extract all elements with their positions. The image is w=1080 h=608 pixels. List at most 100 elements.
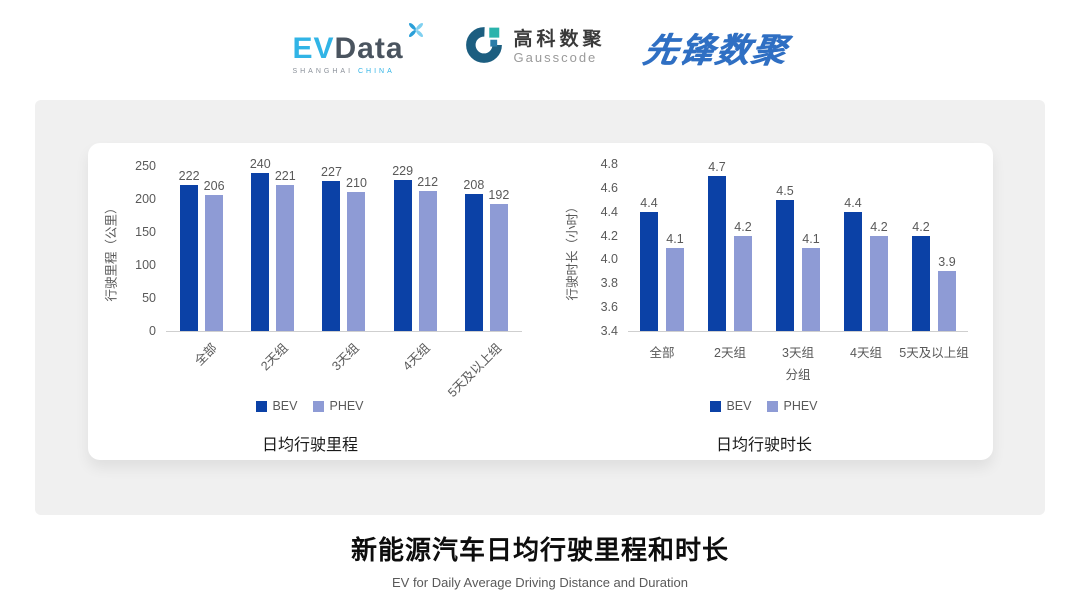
x-tick-label: 5天及以上组 bbox=[899, 346, 969, 360]
bar: 222 bbox=[179, 169, 200, 331]
gausscode-logo: 高科数聚 Gausscode bbox=[464, 25, 606, 70]
bar-value-label: 208 bbox=[463, 177, 485, 192]
y-tick-label: 3.6 bbox=[600, 300, 618, 315]
evdata-tagline-shanghai: SHANGHAI bbox=[292, 68, 354, 75]
bar-value-label: 212 bbox=[417, 175, 439, 190]
evdata-logo: EV Data SHANGHAI CHINA bbox=[292, 20, 425, 75]
bar: 210 bbox=[346, 176, 367, 331]
bar-group: 227 210 bbox=[308, 165, 379, 331]
bar-value-label: 222 bbox=[178, 168, 200, 183]
y-tick-label: 4.0 bbox=[600, 252, 618, 267]
bar-value-label: 4.7 bbox=[708, 159, 726, 174]
bar-value-label: 4.1 bbox=[666, 231, 684, 246]
legend-item: BEV bbox=[256, 399, 297, 413]
x-tick-label: 5天及以上组 bbox=[445, 340, 505, 400]
y-tick-label: 0 bbox=[149, 324, 156, 338]
gausscode-g-icon bbox=[464, 25, 504, 70]
x-tick-label: 3天组 bbox=[329, 340, 362, 374]
y-tick-label: 3.8 bbox=[600, 276, 618, 291]
legend-label: BEV bbox=[726, 399, 752, 413]
evdata-tagline: SHANGHAI CHINA bbox=[292, 68, 425, 75]
bar: 4.4 bbox=[844, 196, 862, 331]
legend-item: PHEV bbox=[313, 399, 364, 413]
distance-chart: 行驶里程（公里） 250 200 150 100 50 0 222 206 240 221 227 21… bbox=[98, 153, 553, 454]
legend-swatch bbox=[710, 400, 722, 412]
x-tick-label: 2天组 bbox=[714, 346, 746, 360]
y-axis-label: 行驶里程（公里） bbox=[104, 201, 119, 302]
chart-panel: 行驶里程（公里） 250 200 150 100 50 0 222 206 240 221 227 21… bbox=[35, 100, 1045, 515]
bar-value-label: 4.2 bbox=[734, 219, 752, 234]
legend-label: PHEV bbox=[783, 399, 818, 413]
y-tick-label: 100 bbox=[135, 258, 156, 272]
y-axis-label: 行驶时长（小时） bbox=[565, 200, 580, 301]
legend: BEV PHEV bbox=[560, 399, 968, 413]
bar-value-label: 192 bbox=[488, 188, 510, 203]
bar-group: 240 221 bbox=[237, 157, 308, 331]
bar: 3.9 bbox=[938, 255, 956, 331]
bar-value-label: 4.4 bbox=[640, 195, 658, 210]
bar: 4.4 bbox=[640, 196, 658, 331]
evdata-wordmark: EV Data bbox=[292, 20, 425, 64]
bar: 227 bbox=[321, 165, 342, 331]
y-tick-label: 200 bbox=[135, 192, 156, 206]
legend-swatch bbox=[313, 400, 325, 412]
bar-value-label: 4.2 bbox=[912, 219, 930, 234]
bar: 229 bbox=[392, 164, 413, 331]
bar-group: 4.4 4.2 bbox=[832, 165, 900, 331]
bar: 221 bbox=[275, 169, 296, 331]
x-tick-label: 3天组 bbox=[782, 346, 814, 360]
gausscode-en-text: Gausscode bbox=[513, 49, 598, 65]
bar: 4.7 bbox=[708, 160, 726, 331]
bar: 206 bbox=[204, 179, 225, 331]
bar: 212 bbox=[417, 175, 438, 331]
evdata-ev-text: EV bbox=[292, 32, 335, 65]
bar-value-label: 229 bbox=[392, 163, 414, 178]
bar-value-label: 221 bbox=[274, 169, 296, 184]
bar-value-label: 227 bbox=[321, 165, 342, 180]
bar-value-label: 206 bbox=[203, 179, 225, 193]
bar-value-label: 4.1 bbox=[802, 231, 820, 246]
logo-bar: EV Data SHANGHAI CHINA bbox=[0, 20, 1080, 75]
plot-area: 222 206 240 221 227 210 229 212 208 192 bbox=[166, 157, 522, 332]
bar-group: 4.5 4.1 bbox=[764, 165, 832, 331]
x-tick-label: 4天组 bbox=[850, 346, 882, 360]
legend-item: BEV bbox=[710, 399, 751, 413]
bar-group: 229 212 bbox=[380, 164, 451, 331]
evdata-tagline-china: CHINA bbox=[357, 68, 395, 75]
bar: 4.5 bbox=[776, 184, 794, 331]
y-tick-label: 4.2 bbox=[600, 228, 618, 243]
gausscode-wordmark: 高科数聚 Gausscode bbox=[514, 29, 606, 66]
x-tick-label: 全部 bbox=[191, 340, 220, 369]
duration-chart: 行驶时长（小时） 4.8 4.6 4.4 4.2 4.0 3.8 3.6 3.4 4.4 4.1 4.… bbox=[560, 153, 980, 454]
chart-card: 行驶里程（公里） 250 200 150 100 50 0 222 206 240 221 227 21… bbox=[88, 143, 993, 460]
bar-value-label: 3.9 bbox=[938, 255, 956, 270]
gausscode-cn-text: 高科数聚 bbox=[513, 29, 606, 51]
chart-title: 日均行驶里程 bbox=[261, 437, 358, 454]
bar-group: 222 206 bbox=[166, 167, 237, 331]
bar-group: 4.2 3.9 bbox=[900, 165, 968, 331]
legend-label: PHEV bbox=[329, 399, 364, 413]
bar: 4.2 bbox=[734, 220, 752, 331]
y-tick-label: 4.8 bbox=[600, 157, 618, 171]
legend: BEV PHEV bbox=[98, 399, 522, 413]
bar-value-label: 4.4 bbox=[844, 195, 862, 210]
page-title: 新能源汽车日均行驶里程和时长 bbox=[350, 535, 729, 565]
bar: 240 bbox=[250, 157, 271, 331]
y-tick-label: 150 bbox=[135, 225, 156, 239]
legend-label: BEV bbox=[272, 399, 298, 413]
evdata-data-text: Data bbox=[334, 32, 404, 65]
pioneer-logo: 先锋数聚 bbox=[639, 32, 791, 70]
bar: 4.2 bbox=[870, 220, 888, 331]
y-tick-label: 3.4 bbox=[600, 324, 618, 338]
bar: 4.1 bbox=[802, 232, 820, 331]
plot-area: 4.4 4.1 4.7 4.2 4.5 4.1 4.4 4.2 4.2 3.9 bbox=[628, 160, 968, 332]
y-tick-label: 50 bbox=[142, 291, 156, 305]
page-subtitle: EV for Daily Average Driving Distance an… bbox=[391, 575, 689, 590]
y-tick-label: 4.6 bbox=[600, 180, 618, 195]
bar-group: 4.7 4.2 bbox=[696, 160, 764, 331]
footer: 新能源汽车日均行驶里程和时长 EV for Daily Average Driv… bbox=[0, 530, 1080, 590]
bar-group: 208 192 bbox=[451, 167, 522, 331]
bar: 4.2 bbox=[912, 220, 930, 331]
y-tick-label: 250 bbox=[135, 159, 156, 173]
